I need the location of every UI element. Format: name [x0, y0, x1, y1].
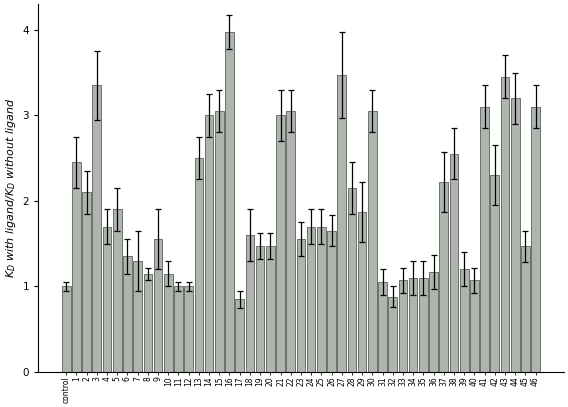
- Bar: [72, 162, 81, 372]
- Bar: [307, 227, 315, 372]
- Bar: [460, 269, 469, 372]
- Bar: [215, 111, 224, 372]
- Bar: [327, 231, 336, 372]
- Bar: [174, 287, 183, 372]
- Bar: [245, 235, 254, 372]
- Bar: [256, 246, 265, 372]
- Bar: [317, 227, 325, 372]
- Bar: [154, 239, 162, 372]
- Bar: [194, 158, 203, 372]
- Bar: [399, 280, 407, 372]
- Bar: [103, 227, 111, 372]
- Bar: [531, 107, 540, 372]
- Bar: [490, 175, 499, 372]
- Bar: [82, 193, 91, 372]
- Bar: [266, 246, 275, 372]
- Y-axis label: $K_D$ with ligand/$K_D$ without ligand: $K_D$ with ligand/$K_D$ without ligand: [4, 98, 18, 278]
- Bar: [337, 75, 346, 372]
- Bar: [296, 239, 305, 372]
- Bar: [113, 210, 122, 372]
- Bar: [409, 278, 417, 372]
- Bar: [521, 246, 530, 372]
- Bar: [500, 77, 509, 372]
- Bar: [348, 188, 356, 372]
- Bar: [276, 115, 285, 372]
- Bar: [358, 212, 366, 372]
- Bar: [511, 98, 520, 372]
- Bar: [235, 299, 244, 372]
- Bar: [368, 111, 377, 372]
- Bar: [450, 154, 458, 372]
- Bar: [93, 85, 101, 372]
- Bar: [470, 280, 479, 372]
- Bar: [440, 182, 448, 372]
- Bar: [133, 261, 142, 372]
- Bar: [164, 274, 173, 372]
- Bar: [225, 33, 234, 372]
- Bar: [62, 287, 70, 372]
- Bar: [144, 274, 152, 372]
- Bar: [286, 111, 295, 372]
- Bar: [429, 272, 438, 372]
- Bar: [419, 278, 428, 372]
- Bar: [123, 256, 132, 372]
- Bar: [204, 115, 214, 372]
- Bar: [378, 282, 387, 372]
- Bar: [185, 287, 193, 372]
- Bar: [389, 297, 397, 372]
- Bar: [480, 107, 489, 372]
